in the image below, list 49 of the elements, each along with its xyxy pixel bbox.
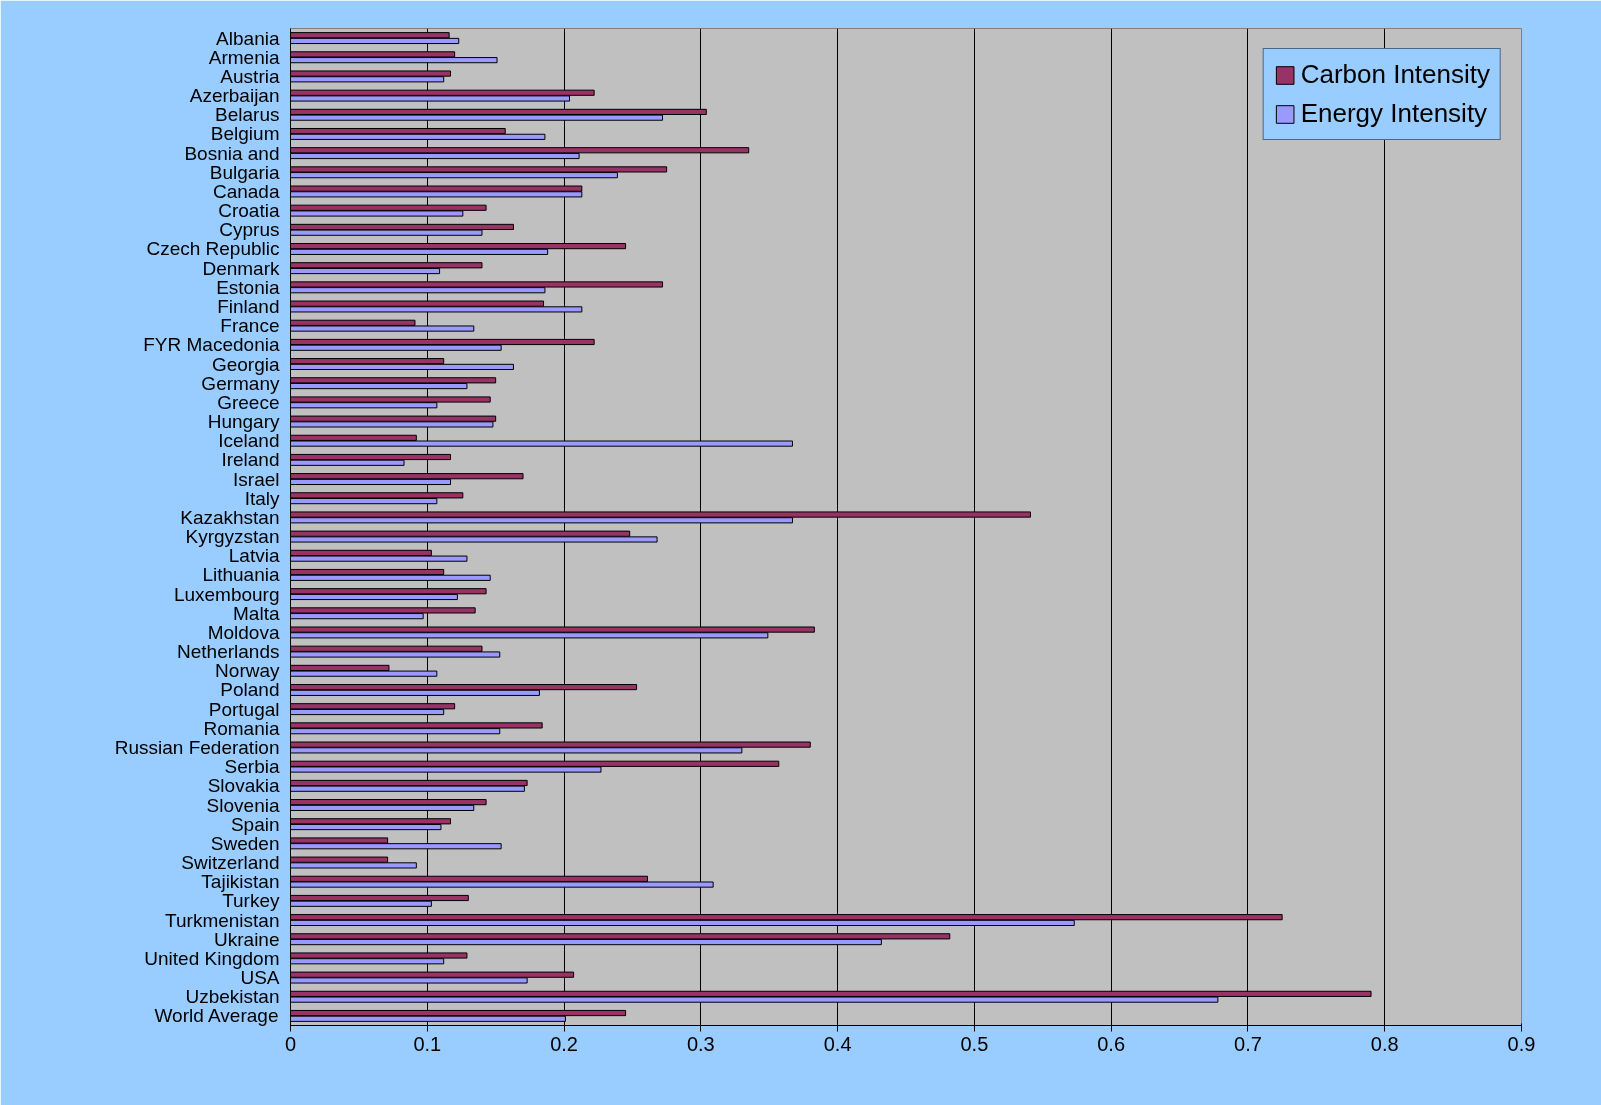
y-tick-label: Albania [216,27,280,49]
y-tick-label: Russian Federation [114,736,280,758]
x-tick-label: 0.9 [1507,1032,1536,1055]
y-tick-label: Lithuania [202,564,280,586]
x-tick-label: 0.3 [686,1032,715,1055]
y-tick-label: Israel [233,468,280,490]
legend-label: Energy Intensity [1300,98,1488,129]
y-tick-label: Luxembourg [173,583,280,605]
y-tick-label: Estonia [216,276,280,298]
y-tick-label: USA [240,967,280,989]
y-tick-label: Armenia [208,46,280,68]
x-tick-label: 0.8 [1370,1032,1399,1055]
y-tick-label: Serbia [224,756,280,778]
x-tick-label: 0.6 [1097,1032,1126,1055]
y-tick-label: Georgia [211,353,280,375]
y-tick-label: Norway [215,660,280,682]
y-tick-label: Switzerland [181,852,280,874]
y-tick-label: Italy [244,487,280,509]
y-tick-label: Latvia [228,545,280,567]
y-tick-label: Slovakia [207,775,280,797]
y-tick-label: Portugal [208,698,280,720]
y-tick-label: Slovenia [206,794,280,816]
y-tick-label: United Kingdom [144,947,280,969]
y-tick-label: Uzbekistan [185,986,280,1008]
x-tick-label: 0.7 [1234,1032,1262,1055]
y-tick-label: Ireland [221,449,280,471]
y-tick-label: Hungary [207,411,280,433]
x-tick-label: 0.5 [960,1032,989,1055]
y-tick-label: Ukraine [214,928,280,950]
y-tick-label: Azerbaijan [189,85,280,107]
y-tick-label: Kyrgyzstan [185,526,280,548]
y-tick-label: World Average [154,1005,279,1027]
y-tick-label: Cyprus [219,219,280,241]
y-tick-label: Bulgaria [209,161,280,183]
legend-label: Carbon Intensity [1300,59,1490,90]
y-tick-label: Austria [220,65,280,87]
y-tick-label: FYR Macedonia [143,334,280,356]
x-tick-label: 0 [284,1032,297,1055]
y-tick-label: France [220,315,280,337]
y-tick-label: Tajikistan [201,871,280,893]
y-tick-label: Belgium [210,123,280,145]
x-tick-label: 0.4 [823,1032,852,1055]
x-tick-label: 0.2 [550,1032,578,1055]
y-tick-label: Spain [230,813,280,835]
y-tick-label: Moldova [207,621,280,643]
x-tick-label: 0.1 [413,1032,442,1055]
y-tick-label: Finland [217,296,280,318]
y-tick-label: Netherlands [177,641,280,663]
y-tick-label: Croatia [218,200,280,222]
